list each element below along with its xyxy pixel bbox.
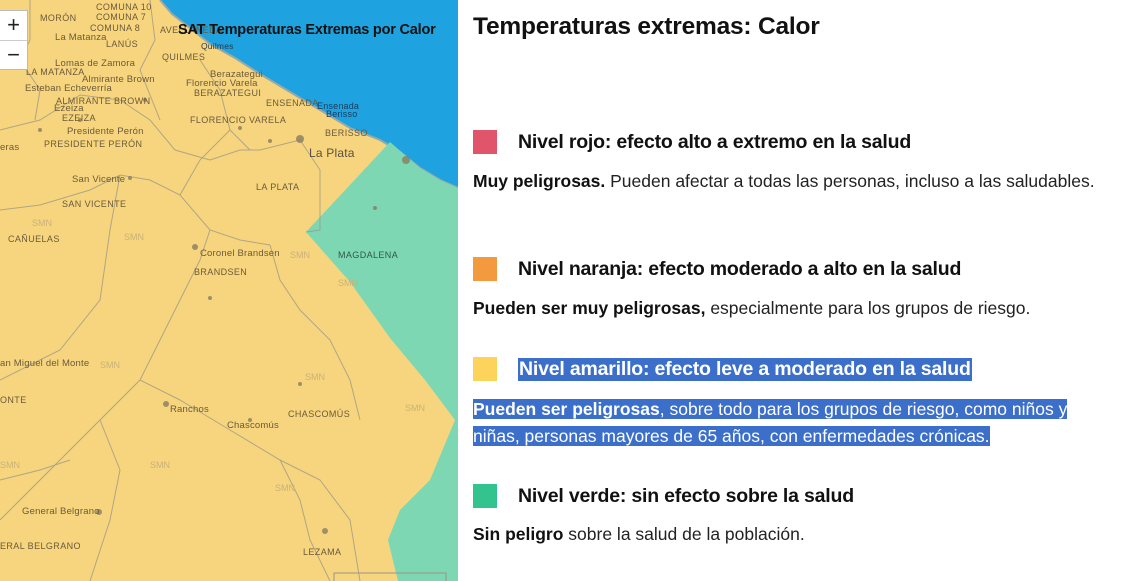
label-berisso-city: Berisso [326,109,358,119]
label-laplata: LA PLATA [256,182,300,192]
label-brandsen: BRANDSEN [194,267,248,277]
label-laplata-city: La Plata [309,146,355,160]
label-lezama: LEZAMA [303,547,342,557]
label-coronel: Coronel Brandsen [200,248,280,259]
map-title: SAT Temperaturas Extremas por Calor [178,22,436,38]
smn-watermark: SMN [338,278,358,288]
label-ezeiza: EZEIZA [62,113,96,123]
label-berisso: BERISSO [325,128,368,138]
label-comuna10: COMUNA 10 [96,2,152,12]
label-moron: MORÓN [40,13,77,23]
label-berazategui-city: Berazategui [210,69,263,80]
zoom-control: + − [0,10,28,70]
green-area [306,142,458,581]
level-red-description: Muy peligrosas. Pueden afectar a todas l… [473,168,1113,195]
label-ensenada: ENSENADA [266,98,319,108]
map-base [0,0,458,581]
level-orange-header: Nivel naranja: efecto moderado a alto en… [473,256,961,282]
label-canuelas: CAÑUELAS [8,234,60,244]
smn-watermark: SMN [305,372,325,382]
label-avellaneda: AVELLANEDA [160,25,223,35]
level-red-swatch [473,130,497,154]
label-chascomus: CHASCOMÚS [288,409,351,419]
label-sanvicente-city: San Vicente [72,174,126,185]
label-quilmes: QUILMES [162,52,206,62]
label-comuna8: COMUNA 8 [90,23,141,33]
label-lanus: LANÚS [106,39,139,49]
level-orange-desc-text: especialmente para los grupos de riesgo. [705,298,1031,318]
level-yellow-desc-text: , sobre todo para los grupos de riesgo, … [473,399,1068,446]
level-red-header: Nivel rojo: efecto alto a extremo en la … [473,129,911,155]
level-green-description: Sin peligro sobre la salud de la poblaci… [473,521,1113,548]
smn-watermark: SMN [32,218,52,228]
label-lamatanza-city: La Matanza [55,32,107,43]
label-ranchos: Ranchos [170,404,209,415]
label-magdalena: MAGDALENA [338,250,399,260]
label-almirante-city: Almirante Brown [82,74,155,85]
label-esteban: Esteban Echeverría [25,83,113,94]
label-monte: ONTE [0,395,27,405]
label-ensenada-city: Ensenada [317,101,360,111]
level-green-desc-bold: Sin peligro [473,524,564,544]
label-berazategui: BERAZATEGUI [194,88,262,98]
level-red-title: Nivel rojo: efecto alto a extremo en la … [518,130,912,153]
label-quilmes-small: Quilmes [201,41,234,51]
label-lomas: Lomas de Zamora [55,58,136,69]
label-eras: eras [0,142,20,153]
label-generalbelgrano: ERAL BELGRANO [0,541,81,551]
level-yellow-desc-bold: Pueden ser peligrosas [473,399,660,419]
level-green-swatch [473,484,497,508]
smn-watermark: SMN [405,403,425,413]
smn-watermark: SMN [150,460,170,470]
smn-watermark: SMN [290,250,310,260]
zoom-out-button[interactable]: − [0,40,27,69]
level-red-desc-text: Pueden afectar a todas las personas, inc… [605,171,1095,191]
smn-watermark: SMN [275,483,295,493]
label-sanvicente: SAN VICENTE [62,199,127,209]
smn-watermark: SMN [0,460,20,470]
level-red-desc-bold: Muy peligrosas. [473,171,606,191]
level-green-title: Nivel verde: sin efecto sobre la salud [518,484,854,507]
label-ezeiza-city: Ezeiza [54,103,84,114]
label-lamatanza: LA MATANZA [26,67,85,77]
map[interactable]: COMUNA 10 MORÓN COMUNA 7 AVELLANEDA COMU… [0,0,458,581]
level-yellow-description: Pueden ser peligrosas, sobre todo para l… [473,396,1109,450]
level-green-header: Nivel verde: sin efecto sobre la salud [473,483,854,509]
label-almirante: ALMIRANTE BROWN [56,96,151,106]
level-yellow-header: Nivel amarillo: efecto leve a moderado e… [473,356,972,382]
label-florencio: FLORENCIO VARELA [190,115,287,125]
label-presidente-city: Presidente Perón [67,126,144,137]
zoom-in-button[interactable]: + [7,12,20,37]
level-yellow-title: Nivel amarillo: efecto leve a moderado e… [518,357,972,381]
level-orange-description: Pueden ser muy peligrosas, especialmente… [473,295,1113,322]
level-orange-title: Nivel naranja: efecto moderado a alto en… [518,257,962,280]
label-florencio-city: Florencio Varela [186,78,258,89]
label-generalbelgrano-city: General Belgrano [22,506,100,517]
label-chascomus-city: Chascomús [227,420,279,431]
smn-watermark: SMN [124,232,144,242]
level-green-desc-text: sobre la salud de la población. [563,524,805,544]
level-orange-desc-bold: Pueden ser muy peligrosas, [473,298,706,318]
page-title: Temperaturas extremas: Calor [473,13,820,40]
smn-watermark: SMN [100,360,120,370]
label-sanmiguel: an Miguel del Monte [0,358,90,369]
level-yellow-swatch [473,357,497,381]
legend-panel: Temperaturas extremas: Calor Nivel rojo:… [473,0,1123,581]
level-orange-swatch [473,257,497,281]
label-comuna7: COMUNA 7 [96,12,147,22]
label-presidente: PRESIDENTE PERÓN [44,139,143,149]
